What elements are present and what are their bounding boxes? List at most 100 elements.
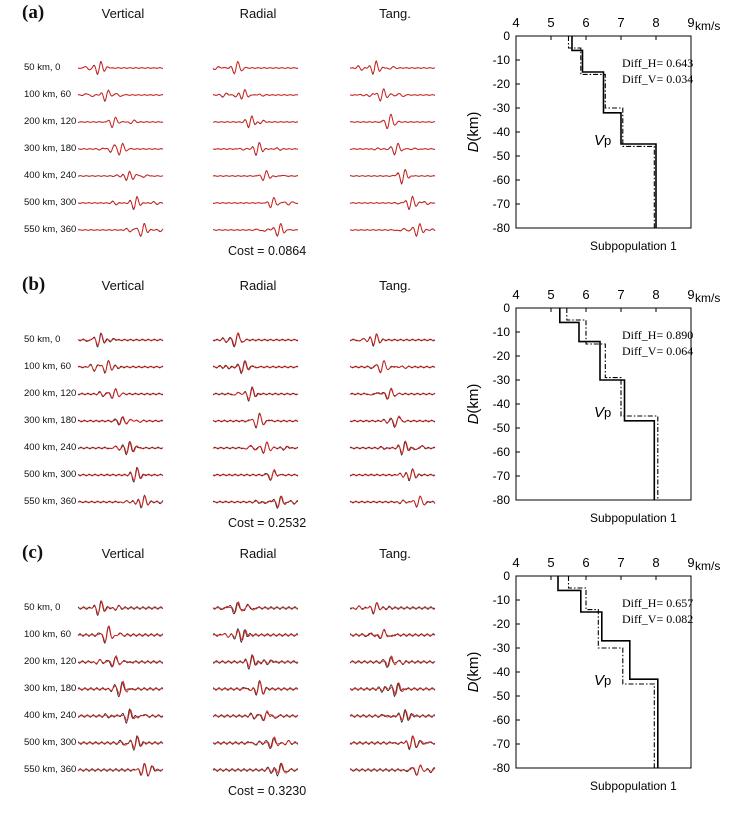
waveform-pair: [212, 736, 299, 749]
synthetic-trace: [212, 601, 298, 614]
waveform-pair: [349, 495, 436, 508]
x-tick-label: 8: [652, 15, 659, 30]
panel-label: (b): [22, 274, 46, 295]
waveform-pair: [212, 469, 299, 482]
waveform-pair: [77, 440, 164, 456]
synthetic-trace: [350, 333, 436, 346]
column-header-tangential: Tang.: [379, 278, 411, 293]
vp-label: Vp: [594, 132, 611, 149]
synthetic-trace: [77, 360, 163, 373]
waveform-pair: [77, 332, 164, 348]
waveform-pair: [77, 223, 164, 237]
x-tick-label: 7: [617, 555, 624, 570]
synthetic-trace: [349, 359, 436, 373]
x-tick-label: 4: [512, 15, 519, 30]
column-header-radial: Radial: [239, 6, 277, 21]
waveform-pair: [349, 735, 436, 751]
diff-h-label: Diff_H= 0.643: [622, 56, 693, 70]
panel-b: (b) Vertical Radial Tang. 50 km, 0 100 km, 60…: [0, 272, 752, 542]
diff-h-label: Diff_H= 0.890: [622, 328, 693, 342]
waveform-pair: [349, 168, 436, 185]
waveform-pair: [349, 415, 435, 429]
y-tick-label: -10: [493, 53, 511, 67]
synthetic-trace: [212, 629, 299, 642]
y-tick-label: -60: [493, 445, 511, 459]
synthetic-trace: [349, 682, 436, 696]
synthetic-trace: [349, 60, 436, 74]
x-tick-label: 4: [512, 555, 519, 570]
y-axis-unit: (km): [465, 112, 482, 142]
waveform-traces: [77, 60, 436, 237]
waveform-pair: [77, 142, 164, 156]
cost-label: Cost = 0.2532: [228, 516, 307, 530]
column-header-radial: Radial: [239, 546, 277, 561]
y-tick-label: -30: [493, 373, 511, 387]
waveform-pair: [212, 360, 299, 375]
waveform-pair: [349, 628, 436, 640]
row-label: 100 km, 60: [24, 361, 71, 372]
diff-v-label: Diff_V= 0.064: [622, 344, 693, 358]
waveform-pair: [349, 601, 436, 615]
waveform-pair: [349, 333, 436, 348]
synthetic-trace: [350, 601, 436, 614]
row-label: 300 km, 180: [24, 143, 77, 154]
observed-trace: [349, 629, 436, 640]
waveform-pair: [349, 682, 436, 698]
synthetic-trace: [77, 142, 164, 156]
waveform-pair: [349, 88, 436, 102]
row-label: 50 km, 0: [24, 62, 61, 73]
synthetic-trace: [349, 495, 436, 508]
synthetic-trace: [213, 386, 299, 401]
synthetic-trace: [349, 113, 435, 129]
column-header-tangential: Tang.: [379, 6, 411, 21]
column-header-vertical: Vertical: [101, 6, 145, 21]
y-tick-label: -50: [493, 421, 511, 435]
observed-trace: [212, 412, 299, 429]
synthetic-trace: [77, 495, 164, 508]
waveform-pair: [77, 625, 164, 644]
y-axis-label: D: [465, 681, 482, 692]
row-label: 550 km, 360: [24, 224, 77, 235]
synthetic-trace: [212, 495, 299, 508]
vp-depth-chart: 4 5 6 7 8 9 km/s 0 -10 -20 -30 -40 -50 -60 -70 -80 D(km)…: [465, 287, 720, 525]
y-tick-label: 0: [503, 301, 510, 315]
waveform-pair: [77, 735, 164, 751]
waveform-pair: [212, 412, 299, 429]
synthetic-trace: [349, 735, 436, 749]
column-header-radial: Radial: [239, 278, 277, 293]
x-tick-label: 6: [582, 287, 589, 302]
y-axis-label: D: [465, 413, 482, 424]
y-axis-title: D(km): [465, 112, 482, 153]
waveform-pair: [77, 60, 163, 75]
waveform-pair: [212, 627, 299, 644]
y-tick-label: -30: [493, 101, 511, 115]
synthetic-trace: [212, 170, 298, 181]
waveform-pair: [77, 170, 164, 182]
x-tick-label: 6: [582, 15, 589, 30]
vp-model-solid-line: [559, 308, 656, 500]
vp-depth-chart: 4 5 6 7 8 9 km/s 0 -10 -20 -30 -40 -50 -60 -70 -80 D(km)…: [465, 15, 720, 253]
synthetic-trace: [212, 142, 299, 156]
x-tick-label: 9: [687, 15, 694, 30]
waveform-pair: [212, 495, 299, 510]
synthetic-trace: [212, 680, 299, 695]
synthetic-trace: [213, 222, 299, 237]
synthetic-trace: [349, 415, 435, 428]
synthetic-trace: [213, 654, 299, 668]
y-tick-label: -60: [493, 173, 511, 187]
row-label: 400 km, 240: [24, 442, 77, 453]
x-tick-label: 9: [687, 287, 694, 302]
row-label: 50 km, 0: [24, 334, 61, 345]
synthetic-trace: [77, 61, 163, 75]
waveform-pair: [349, 387, 436, 400]
cost-label: Cost = 0.3230: [228, 784, 307, 798]
column-header-vertical: Vertical: [101, 546, 145, 561]
synthetic-trace: [77, 223, 164, 237]
row-label: 100 km, 60: [24, 629, 71, 640]
x-axis-unit: km/s: [695, 291, 720, 305]
x-tick-label: 8: [652, 287, 659, 302]
waveform-pair: [212, 710, 299, 722]
waveform-pair: [349, 440, 436, 456]
waveform-pair: [77, 494, 164, 509]
waveform-pair: [212, 196, 299, 209]
